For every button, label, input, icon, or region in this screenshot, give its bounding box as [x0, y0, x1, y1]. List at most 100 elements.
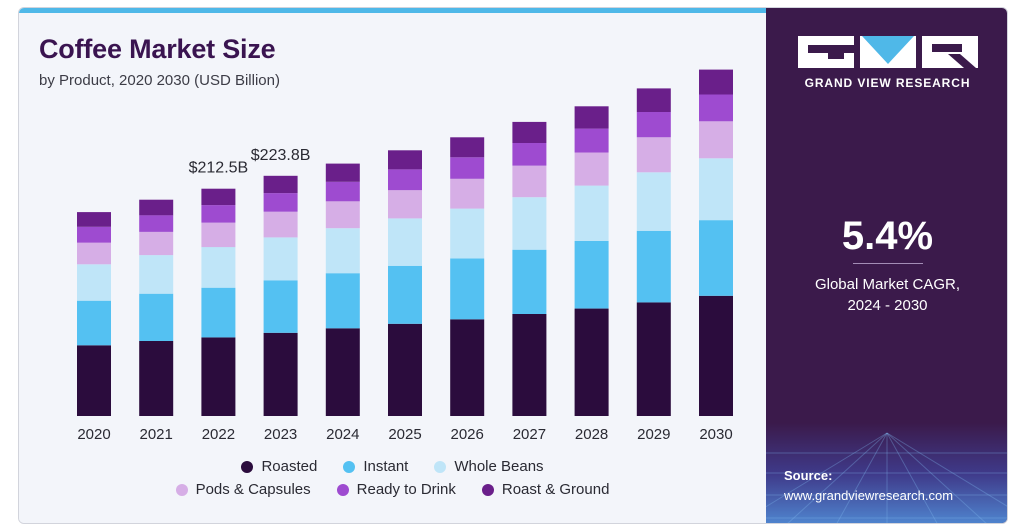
top-accent-bar: [19, 8, 766, 13]
legend-label: Roast & Ground: [501, 481, 610, 498]
chart-title: Coffee Market Size: [39, 34, 276, 64]
cagr-divider: [853, 263, 923, 264]
bar-2021-pods-capsules: [139, 232, 174, 256]
x-tick-label: 2021: [140, 426, 173, 443]
bar-2027-ready-to-drink: [512, 143, 547, 166]
cagr-label: Global Market CAGR, 2024 - 2030: [766, 274, 1007, 316]
bar-2026-roasted: [450, 319, 485, 416]
source-label: Source:: [784, 468, 833, 483]
bar-2020-instant: [77, 300, 111, 346]
bar-2027-instant: [512, 249, 547, 314]
bar-2029-whole-beans: [636, 172, 671, 231]
bar-2023-roast-ground: [263, 175, 298, 194]
legend-label: Instant: [363, 458, 409, 475]
bar-2020-pods-capsules: [77, 242, 111, 265]
bar-2023-ready-to-drink: [263, 193, 298, 212]
bar-2029-roast-ground: [636, 88, 671, 112]
bar-2026-roast-ground: [450, 137, 485, 158]
legend-row: Pods & Capsules Ready to Drink Roast & Gro…: [19, 481, 766, 498]
bar-2026-pods-capsules: [450, 178, 485, 209]
bar-2025-roasted: [388, 323, 422, 416]
legend-swatch: [343, 460, 356, 473]
bar-2030-instant: [699, 220, 733, 296]
bar-2022-pods-capsules: [201, 222, 236, 248]
bar-2021-roasted: [139, 341, 174, 416]
grid-floor-decoration: [766, 423, 1007, 523]
bar-2024-roasted: [325, 328, 360, 416]
source-link[interactable]: www.grandviewresearch.com: [784, 488, 954, 503]
bar-2021-instant: [139, 293, 174, 341]
legend-item-pods-capsules: Pods & Capsules: [175, 481, 311, 498]
bar-2028-roast-ground: [574, 106, 609, 129]
bar-2021-roast-ground: [139, 199, 174, 216]
legend-label: Whole Beans: [454, 458, 544, 475]
bar-2020-ready-to-drink: [77, 226, 111, 243]
info-panel: GRAND VIEW RESEARCH 5.4% Global Market C…: [766, 8, 1007, 523]
bar-2029-instant: [636, 230, 671, 303]
legend-item-whole-beans: Whole Beans: [434, 458, 544, 475]
legend-label: Pods & Capsules: [195, 481, 311, 498]
bar-2029-roasted: [636, 302, 671, 416]
legend-swatch: [481, 483, 494, 496]
bar-2028-whole-beans: [574, 185, 609, 241]
cagr-value: 5.4%: [841, 214, 934, 258]
bar-2024-whole-beans: [325, 228, 360, 274]
x-tick-label: 2025: [388, 426, 421, 443]
stacked-bar-chart: 2020 2021 2022 2023 2024 2025 2026 2027 2028 2029…: [77, 69, 733, 443]
chart-panel: Coffee Market Size by Product, 2020 2030…: [19, 8, 766, 523]
brand-name: GRAND VIEW RESEARCH: [804, 76, 971, 90]
x-tick-label: 2026: [451, 426, 484, 443]
bar-2020-whole-beans: [77, 264, 111, 301]
legend-item-ready-to-drink: Ready to Drink: [336, 481, 456, 498]
legend-swatch: [241, 460, 254, 473]
x-tick-label: 2029: [637, 426, 670, 443]
cagr-label-line1: Global Market CAGR,: [814, 276, 961, 293]
bar-2026-ready-to-drink: [450, 157, 485, 179]
bar-2026-whole-beans: [450, 208, 485, 259]
bar-2030-ready-to-drink: [699, 94, 733, 122]
bar-2023-roasted: [263, 332, 298, 416]
bar-2028-ready-to-drink: [574, 128, 609, 153]
bar-2030-roast-ground: [699, 69, 733, 95]
x-tick-label: 2020: [77, 426, 110, 443]
bar-2025-pods-capsules: [388, 190, 422, 219]
x-tick-label: 2028: [575, 426, 608, 443]
legend-swatch: [336, 483, 349, 496]
bar-2024-roast-ground: [325, 163, 360, 182]
legend-item-roast-ground: Roast & Ground: [481, 481, 610, 498]
bar-2022-roast-ground: [201, 188, 236, 206]
bar-2029-ready-to-drink: [636, 112, 671, 138]
bar-2025-instant: [388, 265, 422, 324]
bar-2023-instant: [263, 280, 298, 333]
bar-2021-ready-to-drink: [139, 215, 174, 232]
bar-2025-roast-ground: [388, 150, 422, 170]
bar-2020-roasted: [77, 345, 111, 416]
infographic-card: Coffee Market Size by Product, 2020 2030…: [18, 7, 1008, 524]
bar-2027-roasted: [512, 314, 547, 416]
bar-2028-instant: [574, 240, 609, 309]
bar-2025-whole-beans: [388, 218, 422, 266]
bar-2026-instant: [450, 258, 485, 320]
bar-2025-ready-to-drink: [388, 169, 422, 191]
bar-2030-pods-capsules: [699, 121, 733, 159]
legend-item-instant: Instant: [343, 458, 408, 475]
x-tick-label: 2024: [326, 426, 359, 443]
bar-2024-pods-capsules: [325, 201, 360, 229]
bar-2030-roasted: [699, 295, 733, 416]
bar-2021-whole-beans: [139, 255, 174, 294]
bar-2022-instant: [201, 287, 236, 338]
data-label-2023: $223.8B: [251, 147, 311, 164]
bar-2028-roasted: [574, 308, 609, 416]
bar-2029-pods-capsules: [636, 137, 671, 173]
bar-2030-whole-beans: [699, 158, 733, 221]
chart-legend: Roasted Instant Whole Beans Pods & Capsules…: [19, 458, 766, 504]
legend-swatch: [175, 483, 188, 496]
legend-row: Roasted Instant Whole Beans: [19, 458, 766, 475]
data-label-2022: $212.5B: [189, 160, 249, 177]
chart-subtitle: by Product, 2020 2030 (USD Billion): [39, 72, 280, 89]
bar-2020-roast-ground: [77, 212, 111, 227]
bar-2023-pods-capsules: [263, 211, 298, 238]
bar-2027-whole-beans: [512, 197, 547, 250]
bar-2022-ready-to-drink: [201, 205, 236, 223]
legend-label: Ready to Drink: [356, 481, 456, 498]
